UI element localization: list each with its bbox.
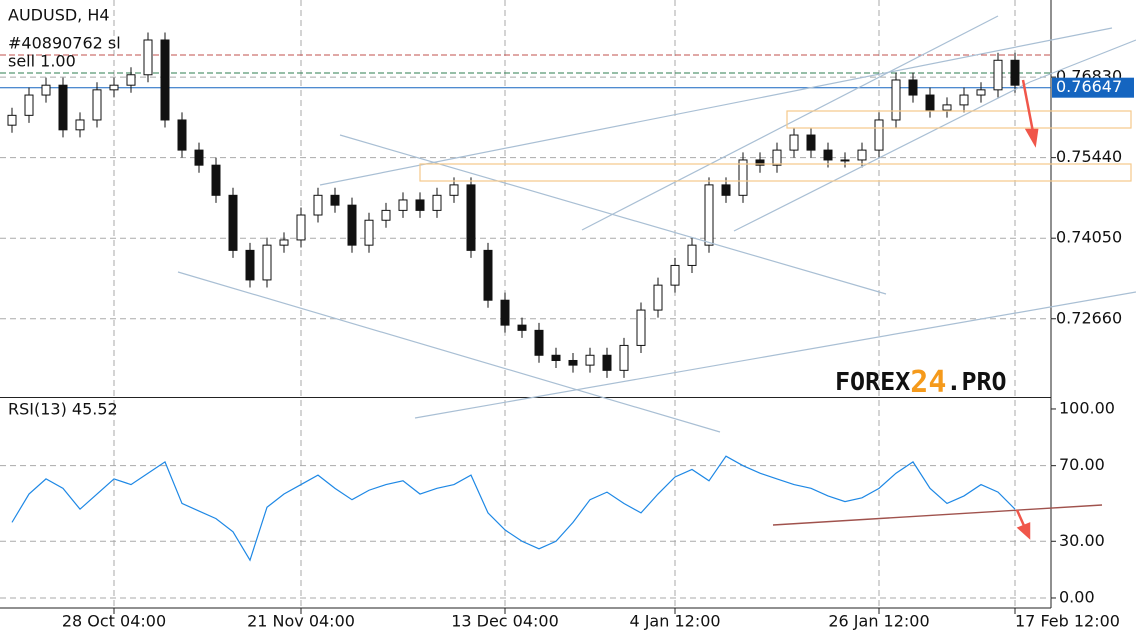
y-tick-label: 100.00 xyxy=(1059,398,1115,417)
watermark-part: FOREX xyxy=(835,367,910,396)
x-tick-label: 17 Feb 12:00 xyxy=(1015,612,1120,631)
candle-body xyxy=(279,239,289,246)
trend-line xyxy=(733,81,1031,232)
candle-body xyxy=(891,79,901,121)
trend-line xyxy=(581,15,999,231)
candle-body xyxy=(143,39,153,76)
candle-body xyxy=(738,159,748,196)
candle-body xyxy=(568,359,578,366)
candle-body xyxy=(58,84,68,131)
candle-body xyxy=(262,244,272,281)
watermark-part: .PRO xyxy=(946,367,1006,396)
candle-body xyxy=(908,79,918,96)
x-tick-label: 4 Jan 12:00 xyxy=(629,612,720,631)
candle-body xyxy=(704,184,714,246)
candle-body xyxy=(483,249,493,301)
candle-body xyxy=(177,119,187,151)
candle-body xyxy=(857,149,867,161)
arrow xyxy=(1021,79,1039,148)
candle-body xyxy=(636,309,646,346)
trend-line xyxy=(319,27,1113,186)
candle-body xyxy=(381,209,391,221)
candle-body xyxy=(925,94,935,111)
candle-body xyxy=(619,344,629,371)
watermark-part: 24 xyxy=(910,365,946,400)
drawings xyxy=(177,15,1136,540)
annotation: #40890762 sl xyxy=(8,34,121,53)
candle-body xyxy=(585,354,595,366)
candle-body xyxy=(415,199,425,211)
candle-body xyxy=(126,74,136,86)
candle-body xyxy=(330,194,340,206)
x-tick-label: 13 Dec 04:00 xyxy=(451,612,559,631)
candle-body xyxy=(7,114,17,126)
arrow xyxy=(1015,509,1031,540)
candle-body xyxy=(551,354,561,361)
trend-line xyxy=(177,271,721,433)
candle-body xyxy=(245,249,255,281)
candle-body xyxy=(602,354,612,371)
candle-body xyxy=(449,184,459,196)
candle-body xyxy=(840,159,850,162)
candle-body xyxy=(1010,59,1020,86)
candle-body xyxy=(194,149,204,166)
watermark: FOREX24.PRO xyxy=(835,365,1007,400)
candle-body xyxy=(687,244,697,266)
y-tick-label: 0.75440 xyxy=(1056,147,1122,166)
chart-title: AUDUSD, H4 xyxy=(8,6,110,25)
y-tick-label: 0.00 xyxy=(1059,587,1095,606)
rsi-line xyxy=(11,455,1016,562)
x-tick-label: 26 Jan 12:00 xyxy=(828,612,929,631)
candle-body xyxy=(823,149,833,161)
candle-body xyxy=(92,89,102,121)
candle-body xyxy=(653,284,663,311)
candle-body xyxy=(500,299,510,326)
annotation: sell 1.00 xyxy=(8,52,76,71)
candle-body xyxy=(313,194,323,216)
candle-body xyxy=(517,324,527,331)
candle-body xyxy=(432,194,442,211)
candle-body xyxy=(959,94,969,106)
candle-body xyxy=(806,134,816,151)
candle-body xyxy=(211,164,221,196)
candle-body xyxy=(75,119,85,131)
trend-line xyxy=(1029,39,1136,83)
candle-body xyxy=(993,59,1003,91)
candle-body xyxy=(772,149,782,166)
current-price-box xyxy=(1052,77,1134,98)
candle-body xyxy=(976,89,986,96)
x-tick-label: 28 Oct 04:00 xyxy=(62,612,166,631)
candle-body xyxy=(160,39,170,121)
candle-body xyxy=(41,84,51,96)
candle-body xyxy=(347,204,357,246)
y-tick-label: 70.00 xyxy=(1059,455,1105,474)
zone xyxy=(786,110,1132,129)
candle-body xyxy=(534,329,544,356)
candle-body xyxy=(364,219,374,246)
y-tick-label: 0.74050 xyxy=(1056,228,1122,247)
x-tick-label: 21 Nov 04:00 xyxy=(247,612,355,631)
candle-body xyxy=(942,104,952,111)
candle-body xyxy=(789,134,799,151)
candle-body xyxy=(296,214,306,241)
candle-body xyxy=(109,84,119,91)
rsi-title: RSI(13) 45.52 xyxy=(8,400,118,419)
candle-body xyxy=(874,119,884,151)
candle-body xyxy=(755,159,765,166)
y-tick-label: 30.00 xyxy=(1059,531,1105,550)
candle-body xyxy=(228,194,238,251)
zone xyxy=(419,163,1132,182)
current-price-label: 0.76647 xyxy=(1056,77,1122,96)
y-tick-label: 0.72660 xyxy=(1056,308,1122,327)
candle-body xyxy=(24,94,34,116)
trend-line xyxy=(414,291,1136,419)
rsi-trend-line xyxy=(772,504,1103,526)
candle-body xyxy=(721,184,731,196)
candle-body xyxy=(670,264,680,286)
candle-body xyxy=(466,184,476,251)
candle-body xyxy=(398,199,408,211)
